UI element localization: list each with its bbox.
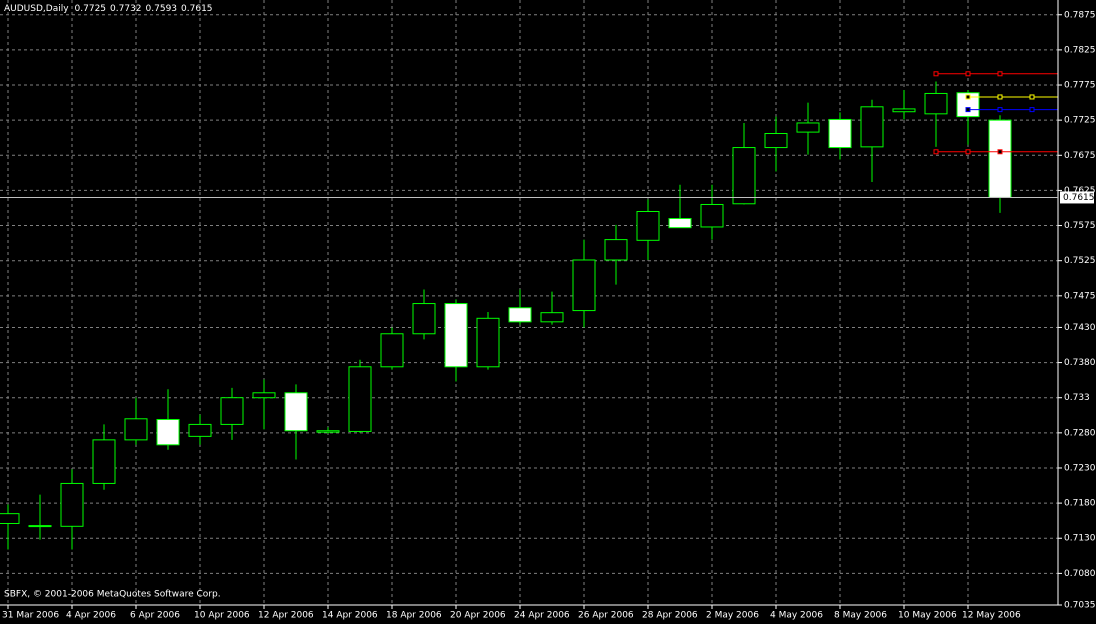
x-tick-label: 24 Apr 2006 — [514, 611, 570, 621]
candle-body — [28, 525, 52, 528]
level-anchor — [965, 149, 971, 155]
level-anchor — [965, 107, 971, 113]
x-tick-label: 12 Apr 2006 — [258, 611, 314, 621]
y-tick-label: 0.7035 — [1064, 601, 1096, 611]
candle-body — [444, 303, 468, 368]
level-anchor — [933, 71, 939, 77]
x-tick-label: 28 Apr 2006 — [642, 611, 698, 621]
y-tick-label: 0.7280 — [1064, 428, 1096, 438]
x-tick-label: 18 Apr 2006 — [386, 611, 442, 621]
y-tick-label: 0.7130 — [1064, 534, 1096, 544]
x-tick-label: 10 May 2006 — [898, 611, 957, 621]
close-value: 0.7615 — [181, 4, 213, 14]
x-tick-label: 8 May 2006 — [834, 611, 887, 621]
chart-header: AUDUSD,Daily 0.7725 0.7732 0.7593 0.7615 — [4, 4, 213, 14]
x-tick-label: 12 May 2006 — [962, 611, 1021, 621]
y-tick-label: 0.7430 — [1064, 323, 1096, 333]
candle-body — [828, 118, 852, 149]
x-tick-label: 10 Apr 2006 — [194, 611, 250, 621]
y-tick-label: 0.7825 — [1064, 45, 1096, 55]
x-tick-label: 6 Apr 2006 — [130, 611, 180, 621]
candle-body — [860, 106, 884, 148]
candle-body — [572, 259, 596, 312]
y-tick-label: 0.7725 — [1064, 116, 1096, 126]
marks — [0, 71, 1058, 550]
bid-label: 0.7615 — [1063, 193, 1095, 203]
candle-body — [412, 303, 436, 335]
open-value: 0.7725 — [75, 4, 107, 14]
low-value: 0.7593 — [146, 4, 178, 14]
candle-body — [156, 418, 180, 446]
candle-body — [124, 418, 148, 441]
candle-body — [700, 203, 724, 228]
candle-body — [316, 430, 340, 433]
y-tick-label: 0.733 — [1064, 393, 1090, 403]
y-tick-label: 0.7875 — [1064, 10, 1096, 20]
level-anchor — [997, 149, 1003, 155]
copyright: SBFX, © 2001-2006 MetaQuotes Software Co… — [4, 590, 221, 600]
candle-body — [476, 317, 500, 368]
candle-body — [220, 397, 244, 425]
y-tick-label: 0.7475 — [1064, 291, 1096, 301]
candle-body — [380, 333, 404, 368]
y-tick-label: 0.7380 — [1064, 358, 1096, 368]
level-anchor — [1029, 107, 1035, 113]
x-tick-label: 20 Apr 2006 — [450, 611, 506, 621]
level-anchor — [965, 71, 971, 77]
candle-body — [732, 147, 756, 205]
y-tick-label: 0.7675 — [1064, 151, 1096, 161]
candle-body — [668, 218, 692, 229]
candle-body — [92, 439, 116, 484]
y-tick-label: 0.7775 — [1064, 81, 1096, 91]
x-tick-label: 4 Apr 2006 — [66, 611, 116, 621]
candle-body — [924, 92, 948, 115]
candle-body — [796, 122, 820, 133]
candle-body — [508, 307, 532, 323]
candle-body — [540, 312, 564, 323]
candle-body — [988, 119, 1012, 198]
symbol: AUDUSD,Daily — [4, 4, 69, 14]
x-tick-label: 4 May 2006 — [770, 611, 823, 621]
level-anchor — [997, 71, 1003, 77]
candle-body — [636, 211, 660, 241]
candle-body — [348, 366, 372, 432]
candle-body — [892, 108, 916, 113]
y-tick-label: 0.7180 — [1064, 499, 1096, 509]
candle-body — [0, 513, 20, 524]
x-tick-label: 14 Apr 2006 — [322, 611, 378, 621]
candle-body — [604, 239, 628, 261]
candle-body — [252, 392, 276, 399]
level-anchor — [965, 94, 971, 100]
level-anchor — [997, 94, 1003, 100]
level-anchor — [933, 149, 939, 155]
high-value: 0.7732 — [110, 4, 142, 14]
y-tick-label: 0.7525 — [1064, 256, 1096, 266]
candle-body — [188, 423, 212, 437]
bid-label-box — [1060, 191, 1094, 204]
y-tick-label: 0.7575 — [1064, 221, 1096, 231]
y-tick-label: 0.7625 — [1064, 186, 1096, 196]
x-tick-label: 26 Apr 2006 — [578, 611, 634, 621]
x-tick-label: 31 Mar 2006 — [2, 611, 59, 621]
candle-body — [60, 482, 84, 527]
y-tick-label: 0.7230 — [1064, 463, 1096, 473]
level-anchor — [1029, 94, 1035, 100]
x-tick-label: 2 May 2006 — [706, 611, 759, 621]
y-tick-label: 0.7080 — [1064, 569, 1096, 579]
candle-body — [284, 392, 308, 432]
candle-body — [764, 133, 788, 149]
candle-body — [956, 92, 980, 118]
level-anchor — [997, 107, 1003, 113]
